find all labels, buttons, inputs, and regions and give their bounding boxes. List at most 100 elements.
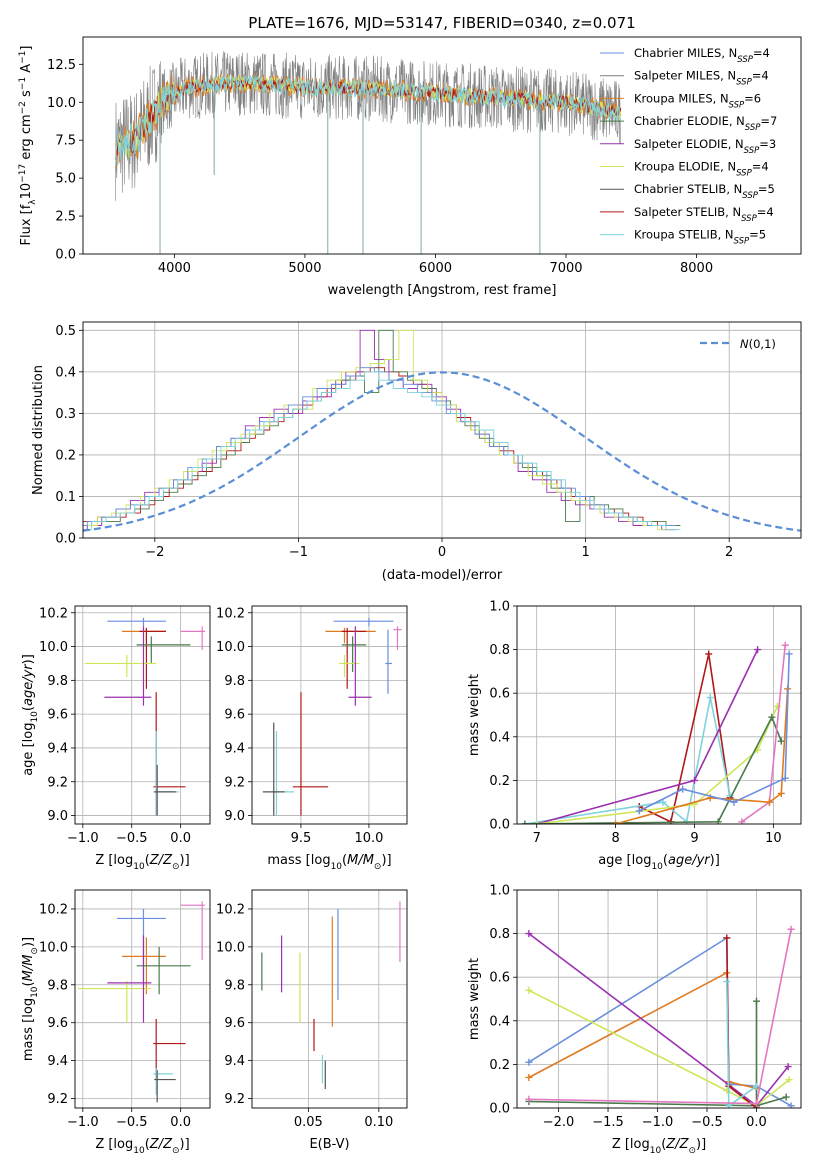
mass_weight_vs_age-lines [521,641,793,824]
legend-entry: Salpeter STELIB, NSSP=4 [634,205,774,224]
weight-marker [784,1063,792,1071]
weight-marker [525,986,533,994]
y-tick-label: 12.5 [47,58,76,73]
weight-marker [706,694,714,702]
y-axis-label: mass [log10(M/M⊙)] [21,937,40,1061]
weight-marker [723,978,731,986]
y-tick-label: 0.2 [55,448,76,463]
x-tick-label: 5000 [288,261,321,276]
weight-marker [521,820,529,824]
legend-entry: N(0,1) [740,337,776,351]
x-tick-label: −0.5 [116,831,148,846]
x-tick-label: −1.5 [592,1115,624,1130]
legend-entry: Salpeter ELODIE, NSSP=3 [634,137,776,156]
y-tick-label: 9.6 [224,1016,245,1031]
weight-series [528,989,790,1107]
weight-marker [525,1058,533,1066]
chart-title: PLATE=1676, MJD=53147, FIBERID=0340, z=0… [248,14,635,32]
y-tick-label: 9.0 [224,809,245,824]
mass_vs_ebv-frame [251,889,408,1109]
x-tick-label: 0.0 [170,1115,191,1130]
y-tick-label: 9.8 [47,674,68,689]
weight-series [615,688,789,824]
spectrum-frame [82,36,802,255]
weight-marker [785,650,793,658]
mass_vs_ebv-points [261,901,401,1090]
y-tick-label: 0.8 [489,643,510,658]
y-tick-label: 2.5 [55,210,76,225]
gaussian-curve [83,371,801,532]
y-tick-label: 9.8 [224,674,245,689]
mass_weight_vs_Z-frame [516,889,802,1109]
y-tick-label: 0.6 [489,687,510,702]
x-tick-label: 0.05 [294,1115,323,1130]
weight-series [524,697,731,824]
y-axis-label: mass weight [467,958,482,1040]
x-tick-label: 0.10 [364,1115,393,1130]
x-tick-label: 9 [690,831,698,846]
y-tick-label: 0.2 [489,1058,510,1073]
mass_vs_Z-points [77,901,206,1103]
x-tick-label: 10.0 [354,831,383,846]
spectrum-axes: 4000 5000 6000 7000 8000 0.0 2.5 5.0 7.5 10.0 12.5 [47,58,713,276]
y-tick-label: 0.8 [489,927,510,942]
histogram-series [83,367,672,526]
y-tick-label: 9.6 [224,708,245,723]
x-tick-label: 7000 [549,261,582,276]
series-salpeter-miles-data [115,51,622,201]
legend-entry: Chabrier ELODIE, NSSP=7 [634,114,777,133]
weight-marker [781,641,789,649]
y-tick-label: 0.4 [489,1014,510,1029]
x-tick-label: 4000 [158,261,191,276]
weight-marker [705,650,713,658]
weight-marker [691,776,698,784]
age_vs_Z-axes: −1.0 −0.5 0.0 9.0 9.2 9.4 9.6 9.8 10.0 10.2 [39,606,210,846]
y-tick-label: 9.8 [47,978,68,993]
age_vs_Z-frame [74,605,211,825]
y-tick-label: 10.2 [216,606,245,621]
x-axis-label: age [log10(age/yr)] [598,853,720,872]
y-tick-label: 0.1 [55,490,76,505]
weight-marker [787,925,795,933]
x-tick-label: 9.5 [291,831,312,846]
x-tick-label: 10 [765,831,782,846]
weight-series [638,653,731,823]
x-tick-label: −2 [145,545,164,560]
histogram-series [83,371,681,531]
y-tick-label: 9.2 [224,775,245,790]
x-tick-label: 8 [611,831,619,846]
y-tick-label: 10.0 [39,940,68,955]
histograms [83,329,801,532]
spectrum-lines [115,51,622,254]
age_vs_Z-points [84,617,206,816]
weight-marker [752,1100,760,1108]
y-tick-label: 10.0 [216,640,245,655]
legend-entry: Kroupa STELIB, NSSP=5 [634,228,766,247]
y-tick-label: 10.0 [39,640,68,655]
weight-marker [777,789,785,797]
x-axis-label: wavelength [Angstrom, rest frame] [328,283,557,298]
y-tick-label: 1.0 [489,884,510,899]
weight-marker [787,1102,795,1108]
y-tick-label: 0.4 [489,730,510,745]
series-salpeter-stelib [115,77,622,160]
y-tick-label: 0.0 [55,532,76,547]
x-tick-label: −1.0 [67,831,99,846]
weight-marker [730,798,738,806]
y-tick-label: 0.0 [55,248,76,263]
y-tick-label: 9.4 [224,1054,245,1069]
mass_weight_vs_Z-axes: −2.0 −1.5 −1.0 −0.5 0.0 0.0 0.2 0.4 0.6 0.8 1.0 [489,884,801,1130]
y-tick-label: 5.0 [55,172,76,187]
x-tick-label: −0.5 [116,1115,148,1130]
y-tick-label: 9.4 [224,741,245,756]
x-tick-label: 0.0 [170,831,191,846]
weight-marker [765,798,773,806]
mass_weight_vs_Z-lines [525,925,795,1108]
weight-series [528,1001,787,1107]
y-tick-label: 10.0 [216,940,245,955]
weight-marker [525,1073,533,1081]
weight-marker [525,1095,533,1103]
weight-marker [782,1093,790,1101]
weight-marker [785,1076,793,1084]
weight-series [536,705,779,824]
